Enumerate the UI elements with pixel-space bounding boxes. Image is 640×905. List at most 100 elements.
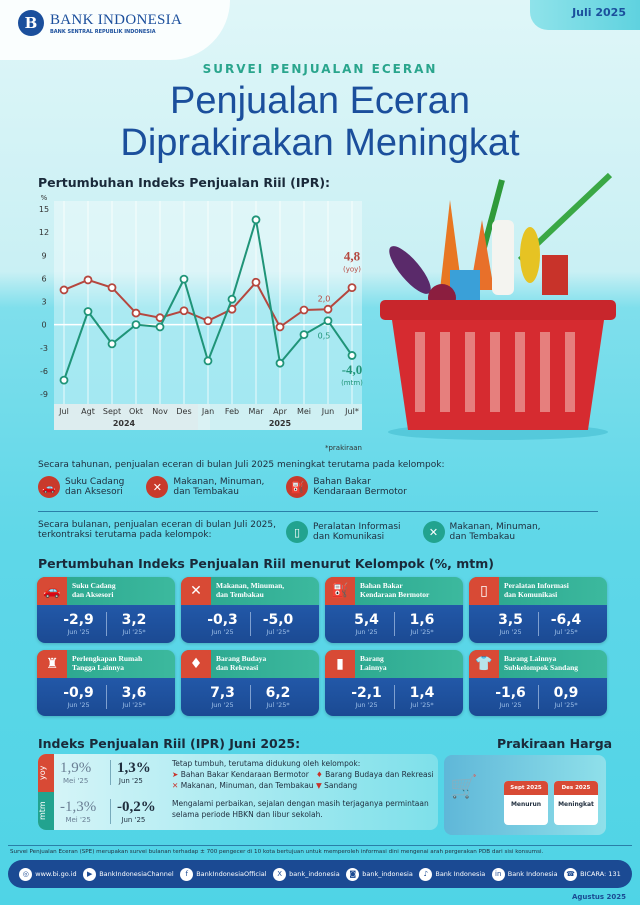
yoy-item: Sandang <box>324 781 358 790</box>
data-point-mtm <box>275 358 285 368</box>
jun-value: -1,6 Jun '25 <box>495 685 526 709</box>
group-label: Perlengkapan Rumah Tangga Lainnya <box>72 654 143 672</box>
price-title: Prakiraan Harga <box>497 736 613 751</box>
data-point-yoy <box>251 277 261 287</box>
group-card: ▮ Barang Lainnya -2,1 Jun '25 1,4 Jul '25* <box>325 650 463 716</box>
annual-groups: 🚗 Suku Cadang dan Aksesori ✕ Makanan, Minum… <box>38 476 407 498</box>
price-panel: 🛒 Sept 2025 Menurun Des 2025 Meningkat <box>444 755 606 835</box>
yoy-prev: 1,9% Mei '25 <box>60 760 91 785</box>
logo-tagline: BANK SENTRAL REPUBLIK INDONESIA <box>50 28 156 35</box>
globe-icon: ◎ <box>19 867 33 881</box>
data-point-mtm <box>299 330 309 340</box>
data-point-yoy <box>131 308 141 318</box>
yoy-item: Makanan, Minuman, dan Tembakau <box>180 781 314 790</box>
mtm-tag: mtm <box>38 792 54 830</box>
page-title: Penjualan Eceran Diprakirakan Meningkat <box>0 80 640 164</box>
phone-bubble-icon: ☎ <box>564 867 578 881</box>
mtm-series-label: (mtm) <box>341 379 363 387</box>
value: 1,3% <box>117 760 151 776</box>
social-label: www.bi.go.id <box>35 870 77 878</box>
jun-value: -0,3 Jun '25 <box>207 612 238 636</box>
shopping-bag-icon: ▮ <box>325 650 355 678</box>
y-tick-label: 3 <box>41 298 46 307</box>
grocery-basket-illustration <box>380 172 616 440</box>
social-link[interactable]: f BankIndonesiaOfficial <box>180 867 267 881</box>
data-point-mtm <box>323 316 333 326</box>
data-point-mtm <box>347 351 357 360</box>
price-forecast-des: Des 2025 Meningkat <box>554 781 598 825</box>
x-tick-label: Nov <box>152 407 168 416</box>
divider <box>8 845 632 846</box>
social-link[interactable]: ◎ www.bi.go.id <box>19 867 77 881</box>
jul-value: -6,4 Jul '25* <box>538 612 593 636</box>
social-link[interactable]: ☎ BICARA: 131 <box>564 867 621 881</box>
phone-icon: ▯ <box>469 577 499 605</box>
social-link[interactable]: in Bank Indonesia <box>491 867 558 881</box>
car-icon: 🚗 <box>38 476 60 498</box>
jun-value: 7,3 Jun '25 <box>210 685 235 709</box>
monthly-groups: ▯ Peralatan Informasi dan Komunikasi ✕ Maka… <box>286 521 541 543</box>
social-link[interactable]: ◙ bank_indonesia <box>346 867 413 881</box>
social-link[interactable]: ▶ BankIndonesiaChannel <box>83 867 174 881</box>
yoy-current: 1,3% Jun '25 <box>110 760 151 785</box>
period: Sept 2025 <box>504 781 548 795</box>
utensils-icon: ✕ <box>172 781 179 790</box>
x-icon: X <box>273 867 287 881</box>
mtm-last-label: -4,0 <box>342 362 363 377</box>
utensils-icon: ✕ <box>146 476 169 498</box>
label: Makanan, Minuman, <box>173 477 265 487</box>
social-link[interactable]: ♪ Bank Indonesia <box>419 867 485 881</box>
publication-date: Agustus 2025 <box>572 893 626 901</box>
logo-name: BANK INDONESIA <box>50 11 183 28</box>
survey-subtitle: SURVEI PENJUALAN ECERAN <box>202 62 438 76</box>
x-tick-label: Jan <box>201 407 214 416</box>
jul-value: 1,6 Jul '25* <box>394 612 449 636</box>
yoy-series-label: (yoy) <box>343 265 361 273</box>
group-card: ✕ Makanan, Minuman, dan Tembakau -0,3 Jun '… <box>181 577 319 643</box>
data-point-mtm <box>203 356 213 366</box>
data-point-mtm <box>131 320 141 330</box>
jul-value: 1,4 Jul '25* <box>394 685 449 709</box>
annual-group-item: 🚗 Suku Cadang dan Aksesori <box>38 476 124 498</box>
chair-icon: ♜ <box>37 650 67 678</box>
y-axis-unit: % <box>41 194 48 202</box>
monthly-group-item: ✕ Makanan, Minuman, dan Tembakau <box>422 521 541 543</box>
data-point-yoy <box>203 316 213 326</box>
y-tick-label: 0 <box>41 321 46 330</box>
social-label: BankIndonesiaOfficial <box>196 870 267 878</box>
x-tick-label: Jul <box>58 407 69 416</box>
group-cards: 🚗 Suku Cadang dan Aksesori -2,9 Jun '25 3,2 J… <box>37 577 607 716</box>
label: Bahan Bakar <box>313 477 371 487</box>
group-card: ♦ Barang Budaya dan Rekreasi 7,3 Jun '25 6,2… <box>181 650 319 716</box>
monthly-intro-line1: Secara bulanan, penjualan eceran di bula… <box>38 520 276 530</box>
phone-icon: ▯ <box>286 521 308 543</box>
fuel-nozzle-icon: ⛽ <box>325 577 355 605</box>
label: dan Tembakau <box>173 487 239 497</box>
title-line-1: Penjualan Eceran <box>170 80 470 122</box>
x-tick-label: Feb <box>225 407 239 416</box>
mtm-text-line2: selama periode HBKN dan libur sekolah. <box>172 810 323 819</box>
period-badge: Juli 2025 <box>530 0 640 30</box>
youtube-icon: ▶ <box>83 867 97 881</box>
data-point-mtm <box>59 375 69 385</box>
group-card: 🚗 Suku Cadang dan Aksesori -2,9 Jun '25 3,2 J… <box>37 577 175 643</box>
x-tick-label: Mar <box>248 407 264 416</box>
data-point-mtm <box>107 339 117 349</box>
bi-emblem-icon: B <box>18 10 44 36</box>
shirt-icon: 👕 <box>469 650 499 678</box>
y-tick-label: -6 <box>40 367 48 376</box>
mtm-description: Mengalami perbaikan, sejalan dengan masi… <box>172 798 429 820</box>
year-label: 2024 <box>113 419 136 428</box>
jun-value: 5,4 Jun '25 <box>354 612 379 636</box>
data-point-yoy <box>275 322 285 332</box>
tiktok-icon: ♪ <box>419 867 433 881</box>
annual-intro: Secara tahunan, penjualan eceran di bula… <box>38 460 445 470</box>
monthly-group-item: ▯ Peralatan Informasi dan Komunikasi <box>286 521 401 543</box>
facebook-icon: f <box>180 867 194 881</box>
x-tick-label: Okt <box>129 407 143 416</box>
jul-value: -5,0 Jul '25* <box>250 612 305 636</box>
chart-title: Pertumbuhan Indeks Penjualan Riil (IPR): <box>38 175 331 190</box>
group-label: Bahan Bakar Kendaraan Bermotor <box>360 581 430 599</box>
data-point-yoy <box>83 275 93 285</box>
